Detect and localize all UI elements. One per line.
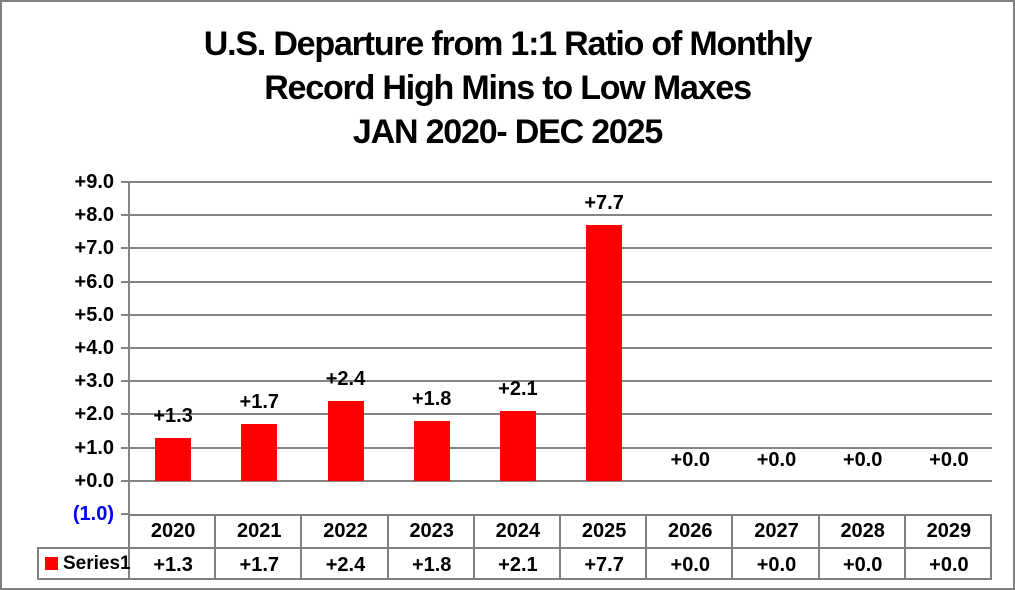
chart-title: U.S. Departure from 1:1 Ratio of Monthly…	[2, 22, 1013, 154]
y-axis-tick	[121, 479, 130, 482]
bar-value-label: +1.8	[411, 388, 452, 410]
y-axis-label: +3.0	[74, 370, 114, 393]
chart-title-line-2: Record High Mins to Low Maxes	[264, 69, 752, 107]
table-header-cell: 2029	[926, 520, 972, 542]
y-axis-line	[128, 182, 130, 514]
table-column-border	[128, 514, 130, 580]
table-value-cell: +7.7	[584, 554, 624, 576]
bar	[327, 401, 364, 481]
gridline	[130, 280, 992, 283]
gridline	[130, 347, 992, 349]
table-column-border	[645, 514, 648, 580]
gridline	[130, 380, 992, 383]
table-value-cell: +2.4	[325, 554, 366, 576]
table-value-cell: +0.0	[670, 554, 711, 576]
series-marker-icon	[45, 557, 58, 570]
gridline	[130, 247, 992, 250]
bar-value-label: +2.1	[498, 378, 538, 401]
table-column-border	[903, 514, 906, 580]
bar	[499, 411, 536, 481]
chart-title-line-3: JAN 2020- DEC 2025	[352, 113, 663, 151]
y-axis-label: +6.0	[74, 270, 114, 293]
y-axis-label: +2.0	[74, 403, 114, 426]
legend-cell-border	[37, 547, 39, 580]
y-axis-tick	[121, 280, 130, 283]
y-axis-tick	[121, 214, 130, 217]
gridline	[130, 313, 992, 316]
gridline	[130, 413, 992, 416]
y-axis-label: +4.0	[74, 337, 114, 359]
table-value-cell: +1.3	[153, 554, 193, 576]
table-column-border	[731, 514, 734, 580]
y-axis-tick	[121, 446, 130, 449]
table-value-cell: +1.7	[239, 554, 280, 576]
y-axis-label: +5.0	[74, 303, 114, 326]
table-header-cell: 2023	[409, 520, 454, 542]
table-header-cell: 2024	[495, 520, 541, 542]
gridline	[130, 446, 992, 449]
bar	[413, 421, 450, 481]
table-header-cell: 2021	[237, 520, 282, 542]
table-header-cell: 2020	[150, 520, 196, 542]
gridline	[130, 479, 992, 482]
table-header-cell: 2028	[840, 520, 885, 542]
table-value-cell: +2.1	[498, 554, 538, 576]
bar-value-label: +1.7	[239, 391, 280, 414]
bar	[586, 225, 623, 481]
table-header-cell: 2025	[581, 520, 627, 542]
table-header-cell: 2027	[754, 520, 799, 542]
y-axis-label: +7.0	[74, 237, 114, 260]
table-column-border	[559, 514, 561, 580]
table-column-border	[214, 514, 217, 580]
table-column-border	[990, 514, 992, 580]
y-axis-tick	[121, 413, 130, 416]
y-axis-label: (1.0)	[72, 503, 114, 525]
y-axis-label: +1.0	[74, 436, 114, 459]
table-value-cell: +0.0	[756, 554, 797, 576]
table-border-bottom	[37, 578, 992, 580]
bar-value-label: +1.3	[153, 404, 193, 427]
table-value-cell: +0.0	[929, 554, 969, 576]
y-axis-label: +9.0	[74, 171, 114, 193]
table-column-border	[472, 514, 475, 580]
table-header-cell: 2022	[323, 520, 368, 542]
legend-cell: Series1	[37, 547, 131, 580]
table-value-cell: +0.0	[842, 554, 883, 576]
table-column-border	[300, 514, 303, 580]
table-row-separator	[37, 547, 992, 549]
y-axis-tick	[121, 313, 130, 316]
bar-value-label: +2.4	[325, 368, 366, 391]
bar	[241, 424, 278, 481]
gridline	[130, 181, 992, 183]
series-name: Series1	[63, 552, 131, 574]
bar-value-label: +0.0	[842, 448, 883, 471]
y-axis-tick	[121, 347, 130, 349]
y-axis-label: +8.0	[74, 204, 114, 227]
bar-value-label: +0.0	[756, 448, 797, 471]
table-header-cell: 2026	[668, 520, 713, 542]
bar-value-label: +0.0	[929, 448, 969, 471]
chart-title-line-1: U.S. Departure from 1:1 Ratio of Monthly	[203, 25, 813, 63]
bar-value-label: +7.7	[584, 192, 624, 215]
y-axis-tick	[121, 181, 130, 183]
y-axis-label: +0.0	[74, 469, 114, 492]
table-column-border	[817, 514, 820, 580]
table-value-cell: +1.8	[411, 554, 452, 576]
gridline	[130, 214, 992, 217]
bar	[155, 437, 192, 481]
y-axis-tick	[121, 247, 130, 250]
table-column-border	[386, 514, 389, 580]
y-axis-tick	[121, 380, 130, 383]
y-axis-tick	[121, 513, 130, 515]
bar-value-label: +0.0	[670, 448, 711, 471]
